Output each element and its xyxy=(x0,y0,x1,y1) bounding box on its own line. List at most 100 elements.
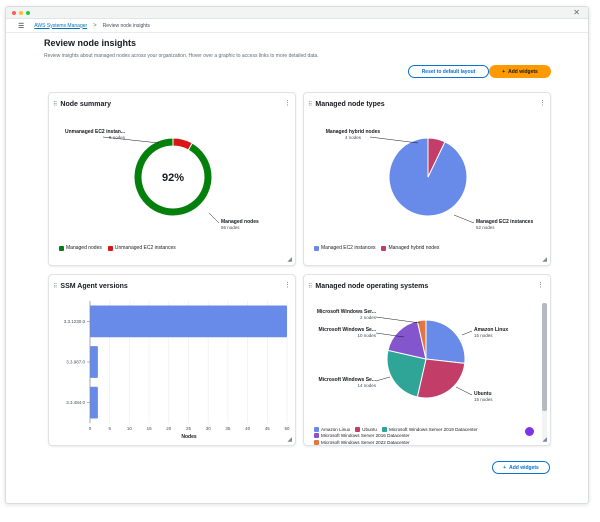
drag-handle-icon[interactable]: ⠿ xyxy=(308,101,313,108)
x-tick-label: 20 xyxy=(166,426,172,431)
callout-line xyxy=(375,316,421,324)
window-minimize-dot[interactable] xyxy=(19,11,23,15)
hamburger-icon[interactable]: ☰ xyxy=(18,22,25,30)
x-tick-label: 45 xyxy=(265,426,271,431)
bar[interactable] xyxy=(90,305,287,338)
widget-header: ⠿ Managed node types ⋮ xyxy=(308,97,546,111)
callout-title: Microsoft Windows Se... xyxy=(318,377,376,383)
os-callout: Microsoft Windows Se... 10 nodes xyxy=(312,327,376,338)
pie-slice-microsoft-windows-server-2016-datacenter[interactable] xyxy=(387,320,427,360)
callout-sub: 4 nodes xyxy=(344,135,361,140)
x-tick-label: 5 xyxy=(108,426,111,431)
resize-handle-icon[interactable]: ◢ xyxy=(287,257,292,263)
callout-title: Unmanaged EC2 instan... xyxy=(64,129,125,135)
callout-title: Managed EC2 instances xyxy=(476,219,534,225)
resize-handle-icon[interactable]: ◢ xyxy=(542,257,547,263)
widget-title: Node summary xyxy=(60,100,111,108)
legend-item[interactable]: Unmanaged EC2 instances xyxy=(107,245,176,251)
os-callout: Microsoft Windows Se... 14 nodes xyxy=(312,377,376,388)
callout-title: Managed nodes xyxy=(221,219,259,225)
pie-slice-amazon-linux[interactable] xyxy=(425,319,466,364)
callout-line xyxy=(375,332,405,338)
callout-sub: 52 nodes xyxy=(476,225,495,230)
legend-item[interactable]: Microsoft Windows Server 2022 Datacenter xyxy=(314,439,410,445)
pie-slice-unmanaged-ec2-instances[interactable] xyxy=(172,137,193,151)
resize-handle-icon[interactable]: ◢ xyxy=(542,437,547,443)
callout-line-unmanaged xyxy=(102,136,160,144)
legend-item[interactable]: Ubuntu xyxy=(355,426,377,432)
os-pie-chart[interactable] xyxy=(304,275,544,446)
x-tick-label: 0 xyxy=(89,426,92,431)
plus-icon: + xyxy=(503,464,507,471)
resize-handle-icon[interactable]: ◢ xyxy=(287,437,292,443)
pie-slice-managed-hybrid-nodes[interactable] xyxy=(427,137,446,178)
callout-sub: 10 nodes xyxy=(357,333,376,338)
node-types-chart[interactable] xyxy=(304,93,552,267)
callout-title: Ubuntu xyxy=(474,391,492,397)
ssm-agent-bar-chart[interactable]: 0 5 10 15 20 25 30 35 40 45 50 3.3.1230.0 3.3.987.0 3… xyxy=(49,275,297,447)
add-widgets-bottom-button[interactable]: + Add widgets xyxy=(492,461,550,474)
y-tick-label: 3.3.987.0 xyxy=(66,360,85,365)
os-callout: Ubuntu 15 nodes xyxy=(474,391,493,402)
kebab-menu-icon[interactable]: ⋮ xyxy=(539,100,546,107)
callout-sub: 15 nodes xyxy=(474,397,493,402)
pie-slice-microsoft-windows-server-2022-datacenter[interactable] xyxy=(416,319,427,360)
plus-icon: + xyxy=(502,68,506,75)
x-tick-label: 50 xyxy=(284,426,290,431)
reset-layout-button[interactable]: Reset to default layout xyxy=(408,65,489,78)
os-callout: Amazon Linux 15 nodes xyxy=(474,327,508,338)
legend-item[interactable]: Amazon Linux xyxy=(314,426,350,432)
widget-header: ⠿ Node summary ⋮ xyxy=(53,97,291,111)
donut-center-label: 92% xyxy=(162,172,184,184)
legend-item[interactable]: Microsoft Windows Server 2016 Datacenter xyxy=(314,433,410,439)
chart-legend: Managed nodes Unmanaged EC2 instances xyxy=(59,245,176,251)
page-description: Review insights about managed nodes acro… xyxy=(44,53,319,59)
operating-systems-widget: ⠿ Managed node operating systems ⋮ Micro… xyxy=(303,274,551,446)
scrollbar-thumb[interactable] xyxy=(542,303,547,411)
legend-item[interactable]: Managed nodes xyxy=(59,245,102,251)
callout-sub: 2 nodes xyxy=(359,315,376,320)
node-summary-chart[interactable]: 92% xyxy=(49,93,297,267)
kebab-menu-icon[interactable]: ⋮ xyxy=(537,282,544,289)
kebab-menu-icon[interactable]: ⋮ xyxy=(284,282,291,289)
window-titlebar: ✕ xyxy=(6,7,588,19)
legend-item[interactable]: Managed hybrid nodes xyxy=(381,245,439,251)
bar[interactable] xyxy=(90,346,98,378)
callout-title: Amazon Linux xyxy=(474,327,509,333)
callout-line xyxy=(461,330,473,336)
pie-slice-managed-nodes[interactable] xyxy=(133,137,213,217)
x-tick-label: 15 xyxy=(147,426,153,431)
legend-item[interactable]: Microsoft Windows Server 2019 Datacenter xyxy=(381,426,478,432)
widget-title: SSM Agent versions xyxy=(60,282,128,290)
y-tick-label: 3.3.484.0 xyxy=(66,400,85,405)
callout-title: Microsoft Windows Ser... xyxy=(316,309,376,315)
callout-title: Managed hybrid nodes xyxy=(325,129,381,135)
window-maximize-dot[interactable] xyxy=(26,11,30,15)
drag-handle-icon[interactable]: ⠿ xyxy=(308,283,313,290)
y-tick-label: 3.3.1230.0 xyxy=(64,319,86,324)
ssm-agent-versions-widget: ⠿ SSM Agent versions ⋮ 0 5 10 15 20 25 30 35 40 4… xyxy=(48,274,296,446)
breadcrumb-current: Review node insights xyxy=(102,22,150,29)
callout-sub: 56 nodes xyxy=(221,225,240,230)
pie-slice-ubuntu[interactable] xyxy=(416,358,466,399)
close-icon[interactable]: ✕ xyxy=(573,8,580,17)
breadcrumb-root-link[interactable]: AWS Systems Manager xyxy=(34,22,88,29)
widget-title: Managed node operating systems xyxy=(315,282,429,290)
page-title: Review node insights xyxy=(44,38,137,48)
drag-handle-icon[interactable]: ⠿ xyxy=(53,283,58,290)
drag-handle-icon[interactable]: ⠿ xyxy=(53,101,58,108)
managed-node-types-widget: ⠿ Managed node types ⋮ Managed hybrid no… xyxy=(303,92,551,266)
x-tick-label: 30 xyxy=(206,426,212,431)
pie-slice-microsoft-windows-server-2019-datacenter[interactable] xyxy=(386,349,427,398)
node-summary-widget: ⠿ Node summary ⋮ 92% Unmanaged EC2 insta… xyxy=(48,92,296,266)
os-callout: Microsoft Windows Ser... 2 nodes xyxy=(312,309,376,320)
add-widgets-button[interactable]: + Add widgets xyxy=(489,65,551,78)
feedback-bubble-icon[interactable] xyxy=(525,427,534,436)
bar[interactable] xyxy=(90,386,98,419)
managed-callout: Managed nodes 56 nodes xyxy=(221,219,259,230)
legend-item[interactable]: Managed EC2 instances xyxy=(314,245,375,251)
kebab-menu-icon[interactable]: ⋮ xyxy=(284,100,291,107)
breadcrumb-separator: > xyxy=(93,22,97,29)
window-close-dot[interactable] xyxy=(12,11,16,15)
add-widgets-label: Add widgets xyxy=(508,68,538,75)
